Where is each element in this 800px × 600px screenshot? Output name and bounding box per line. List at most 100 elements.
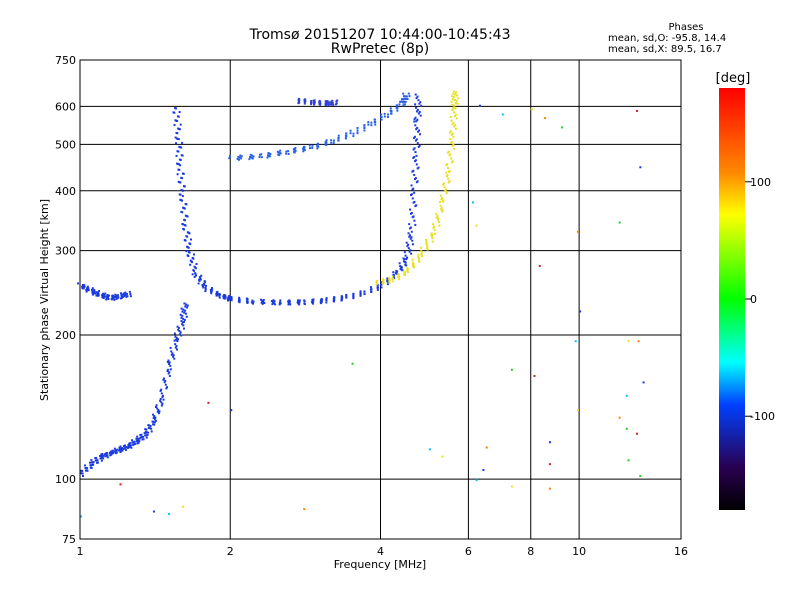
echo-point	[119, 445, 122, 448]
echo-point	[409, 249, 412, 252]
echo-point	[135, 437, 138, 440]
echo-point	[81, 284, 84, 287]
echo-point	[413, 135, 416, 138]
echo-point	[386, 283, 389, 286]
echo-point	[153, 418, 156, 421]
echo-point	[175, 338, 178, 341]
echo-point	[455, 117, 458, 120]
echo-point	[432, 226, 435, 229]
echo-point	[182, 324, 185, 327]
echo-point	[215, 291, 218, 294]
echo-point	[102, 297, 105, 300]
echo-point	[124, 446, 127, 449]
echo-point	[165, 386, 168, 389]
echo-point	[183, 311, 186, 314]
echo-point	[197, 282, 200, 285]
echo-point	[370, 290, 373, 293]
echo-point	[455, 91, 458, 94]
echo-point	[418, 102, 421, 105]
echo-point	[403, 273, 406, 276]
echo-point	[352, 297, 355, 300]
echo-point	[268, 155, 271, 158]
echo-point	[251, 154, 254, 157]
echo-point	[395, 106, 398, 109]
echo-point	[442, 183, 445, 186]
echo-point	[405, 258, 408, 261]
echo-point	[452, 96, 455, 99]
colorbar-tick-label: 0	[750, 293, 757, 306]
echo-point	[404, 254, 407, 257]
echo-point	[145, 436, 148, 439]
echo-point	[217, 293, 220, 296]
echo-point	[411, 197, 414, 200]
echo-point	[230, 299, 233, 302]
echo-point	[386, 277, 389, 280]
echo-point	[177, 180, 180, 183]
echo-point	[332, 300, 335, 303]
echo-point	[428, 448, 431, 451]
echo-point	[445, 175, 448, 178]
echo-point	[380, 115, 383, 118]
echo-point	[120, 449, 123, 452]
echo-point	[131, 441, 134, 444]
echo-point	[451, 109, 454, 112]
echo-point	[407, 247, 410, 250]
echo-point	[87, 289, 90, 292]
echo-point	[219, 293, 222, 296]
echo-point	[310, 100, 313, 103]
echo-point	[155, 404, 158, 407]
echo-point	[333, 298, 336, 301]
echo-point	[261, 302, 264, 305]
echo-point	[124, 448, 127, 451]
echo-point	[453, 147, 456, 150]
echo-point	[406, 256, 409, 259]
echo-point	[95, 294, 98, 297]
echo-point	[411, 188, 414, 191]
echo-point	[403, 251, 406, 254]
echo-point	[414, 205, 417, 208]
echo-point	[363, 124, 366, 127]
echo-point	[390, 112, 393, 115]
echo-point	[447, 171, 450, 174]
echo-point	[180, 320, 183, 323]
echo-point	[452, 136, 455, 139]
echo-point	[389, 109, 392, 112]
echo-point	[100, 455, 103, 458]
y-tick-labels: 75 100 200 300 400 500 600 750	[55, 54, 76, 546]
echo-point	[449, 115, 452, 118]
echo-point	[139, 436, 142, 439]
echo-point	[451, 144, 454, 147]
echo-point	[142, 435, 145, 438]
echo-point	[183, 218, 186, 221]
echo-point	[311, 302, 314, 305]
echo-point	[223, 293, 226, 296]
echo-point	[198, 276, 201, 279]
echo-point	[404, 263, 407, 266]
echo-point	[576, 409, 579, 412]
echo-point	[251, 157, 254, 160]
echo-point	[94, 292, 97, 295]
echo-point	[436, 215, 439, 218]
echo-point	[444, 188, 447, 191]
echo-point	[417, 256, 420, 259]
echo-point	[119, 447, 122, 450]
echo-point	[414, 151, 417, 154]
echo-point	[166, 361, 169, 364]
echo-point	[170, 350, 173, 353]
echo-point	[133, 443, 136, 446]
echo-point	[173, 339, 176, 342]
echo-point	[88, 461, 91, 464]
echo-point	[125, 295, 128, 298]
echo-point	[407, 232, 410, 235]
echo-point	[113, 450, 116, 453]
echo-point	[238, 301, 241, 304]
echo-point	[270, 300, 273, 303]
echo-point	[415, 110, 418, 113]
echo-point	[116, 297, 119, 300]
echo-point	[325, 299, 328, 302]
echo-point	[329, 101, 332, 104]
echo-point	[252, 300, 255, 303]
echo-point	[287, 303, 290, 306]
echo-point	[548, 463, 551, 466]
echo-point	[410, 193, 413, 196]
